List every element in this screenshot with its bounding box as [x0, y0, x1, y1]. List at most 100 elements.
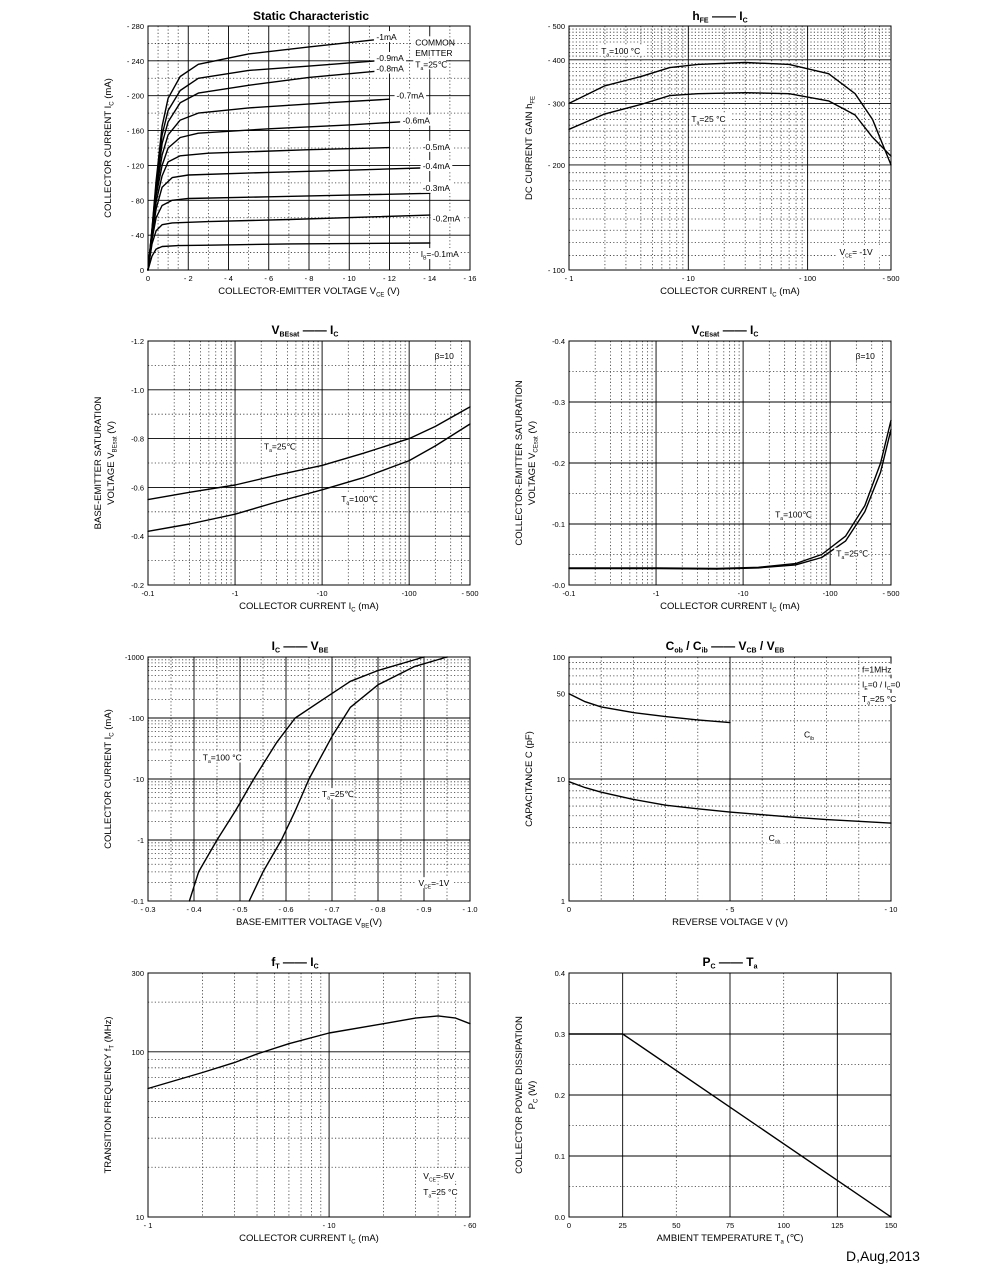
series-group: [147, 39, 431, 271]
curve-label: -0.7mA: [397, 90, 425, 100]
chart-ft: fT —— IC - 1 - 10 - 60 10 100 300 COLLECTOR CUR…: [103, 955, 476, 1246]
y-tick-label: - 280: [127, 22, 144, 31]
annotation-backdrop: [413, 58, 447, 70]
x-tick-label: -1: [653, 589, 660, 598]
series-line: [147, 1015, 471, 1090]
chart-title: Cob / Cib —— VCB / VEB: [666, 639, 785, 655]
y-tick-label: -0.1: [552, 520, 565, 529]
label-backdrop: [418, 248, 460, 260]
x-tick-label: - 14: [423, 274, 436, 283]
label-backdrop: [374, 62, 407, 74]
y-tick-label: -0.4: [552, 337, 565, 346]
x-tick-label: - 16: [464, 274, 477, 283]
annotation: VCE=-5V: [423, 1171, 454, 1184]
chart-title: Static Characteristic: [253, 9, 369, 23]
annotation: COMMON: [415, 37, 455, 47]
series-line: [568, 781, 892, 824]
annotation-backdrop: [421, 1169, 459, 1181]
y-axis-label: CAPACITANCE C (pF): [524, 731, 535, 827]
chart-title: hFE —— IC: [692, 9, 747, 25]
annotation-backdrop: [413, 46, 451, 58]
grid: [148, 26, 470, 270]
y-tick-label: - 300: [548, 99, 565, 108]
y-tick-label: 0.2: [555, 1091, 565, 1100]
grid: [148, 657, 470, 901]
x-tick-label: - 2: [184, 274, 193, 283]
y-axis-label: BASE-EMITTER SATURATION: [93, 397, 104, 530]
x-tick-label: - 10: [885, 905, 898, 914]
curve-label: -0.3mA: [423, 183, 451, 193]
annotation-backdrop: [599, 44, 647, 56]
chart-title: PC —— Ta: [703, 955, 758, 971]
date-code: D,Aug,2013: [846, 1248, 920, 1264]
x-tick-label: - 5: [726, 905, 735, 914]
series-group: [568, 693, 892, 824]
chart-title: VBEsat —— IC: [272, 323, 339, 339]
annotation: EMITTER: [415, 48, 452, 58]
x-tick-label: -0.1: [142, 589, 155, 598]
y-tick-label: 100: [552, 653, 565, 662]
annotation-backdrop: [339, 492, 377, 504]
label-backdrop: [420, 160, 453, 172]
annotation-backdrop: [413, 36, 447, 48]
y-axis-label-line2: VOLTAGE VCEsat (V): [527, 421, 540, 505]
x-tick-label: - 0.7: [324, 905, 339, 914]
x-axis-label: COLLECTOR CURRENT IC (mA): [239, 601, 379, 614]
annotation: VCE=-1V: [418, 878, 449, 891]
x-axis-label: REVERSE VOLTAGE V (V): [672, 917, 788, 928]
x-tick-label: 0: [146, 274, 150, 283]
chart-title: VCEsat —— IC: [692, 323, 759, 339]
y-axis-label-line2: PC (W): [527, 1081, 540, 1110]
y-tick-label: -100: [129, 714, 144, 723]
y-axis-label: COLLECTOR POWER DISSIPATION: [514, 1016, 525, 1174]
annotation: Cib: [804, 729, 814, 742]
y-tick-label: 10: [557, 775, 565, 784]
annotation: VCE= -1V: [839, 247, 873, 260]
plot-frame: [147, 25, 471, 271]
x-tick-label: 25: [618, 1221, 626, 1230]
x-tick-label: - 10: [323, 1221, 336, 1230]
series-group: [568, 1033, 892, 1218]
series-line: [568, 428, 892, 570]
annotation-backdrop: [261, 440, 295, 452]
series-line: [568, 61, 892, 166]
annotation-backdrop: [860, 678, 917, 690]
chart-title: fT —— IC: [271, 955, 318, 971]
label-backdrop: [430, 212, 463, 224]
x-tick-label: -100: [402, 589, 417, 598]
curve-label: IB=-0.1mA: [421, 249, 459, 262]
annotation-backdrop: [837, 246, 880, 258]
series-line: [568, 91, 892, 157]
annotation-backdrop: [416, 877, 455, 889]
y-tick-label: - 40: [131, 231, 144, 240]
annotation-backdrop: [689, 113, 732, 125]
annotation-backdrop: [853, 350, 877, 362]
grid: [148, 341, 470, 585]
plot-frame: [568, 25, 892, 271]
series-group: [147, 1015, 471, 1090]
x-tick-label: 0: [567, 1221, 571, 1230]
series-group: [568, 61, 892, 166]
grid: [569, 341, 891, 585]
annotation-backdrop: [766, 832, 786, 843]
x-tick-label: 150: [885, 1221, 898, 1230]
series-line: [147, 214, 431, 271]
y-tick-label: 300: [131, 969, 144, 978]
y-tick-label: - 100: [548, 266, 565, 275]
x-tick-label: 50: [672, 1221, 680, 1230]
y-tick-label: -0.0: [552, 581, 565, 590]
y-tick-label: -0.2: [552, 459, 565, 468]
annotation: Ta=100 °C: [203, 752, 242, 765]
series-group: [188, 656, 448, 902]
plot-frame: [147, 972, 471, 1218]
annotation: Ta=25℃: [264, 441, 296, 454]
y-tick-label: -0.3: [552, 398, 565, 407]
annotation: IE=0 / IC=0: [862, 679, 900, 692]
y-tick-label: 50: [557, 690, 565, 699]
chart-vbesat: VBEsat —— IC -0.1 -1 -10 -100 - 500 -0.2 -0.4 -0…: [93, 323, 479, 614]
y-tick-label: -0.2: [131, 581, 144, 590]
x-tick-label: - 0.5: [232, 905, 247, 914]
label-backdrop: [420, 140, 453, 152]
series-line: [188, 656, 425, 902]
grid: [569, 973, 891, 1217]
